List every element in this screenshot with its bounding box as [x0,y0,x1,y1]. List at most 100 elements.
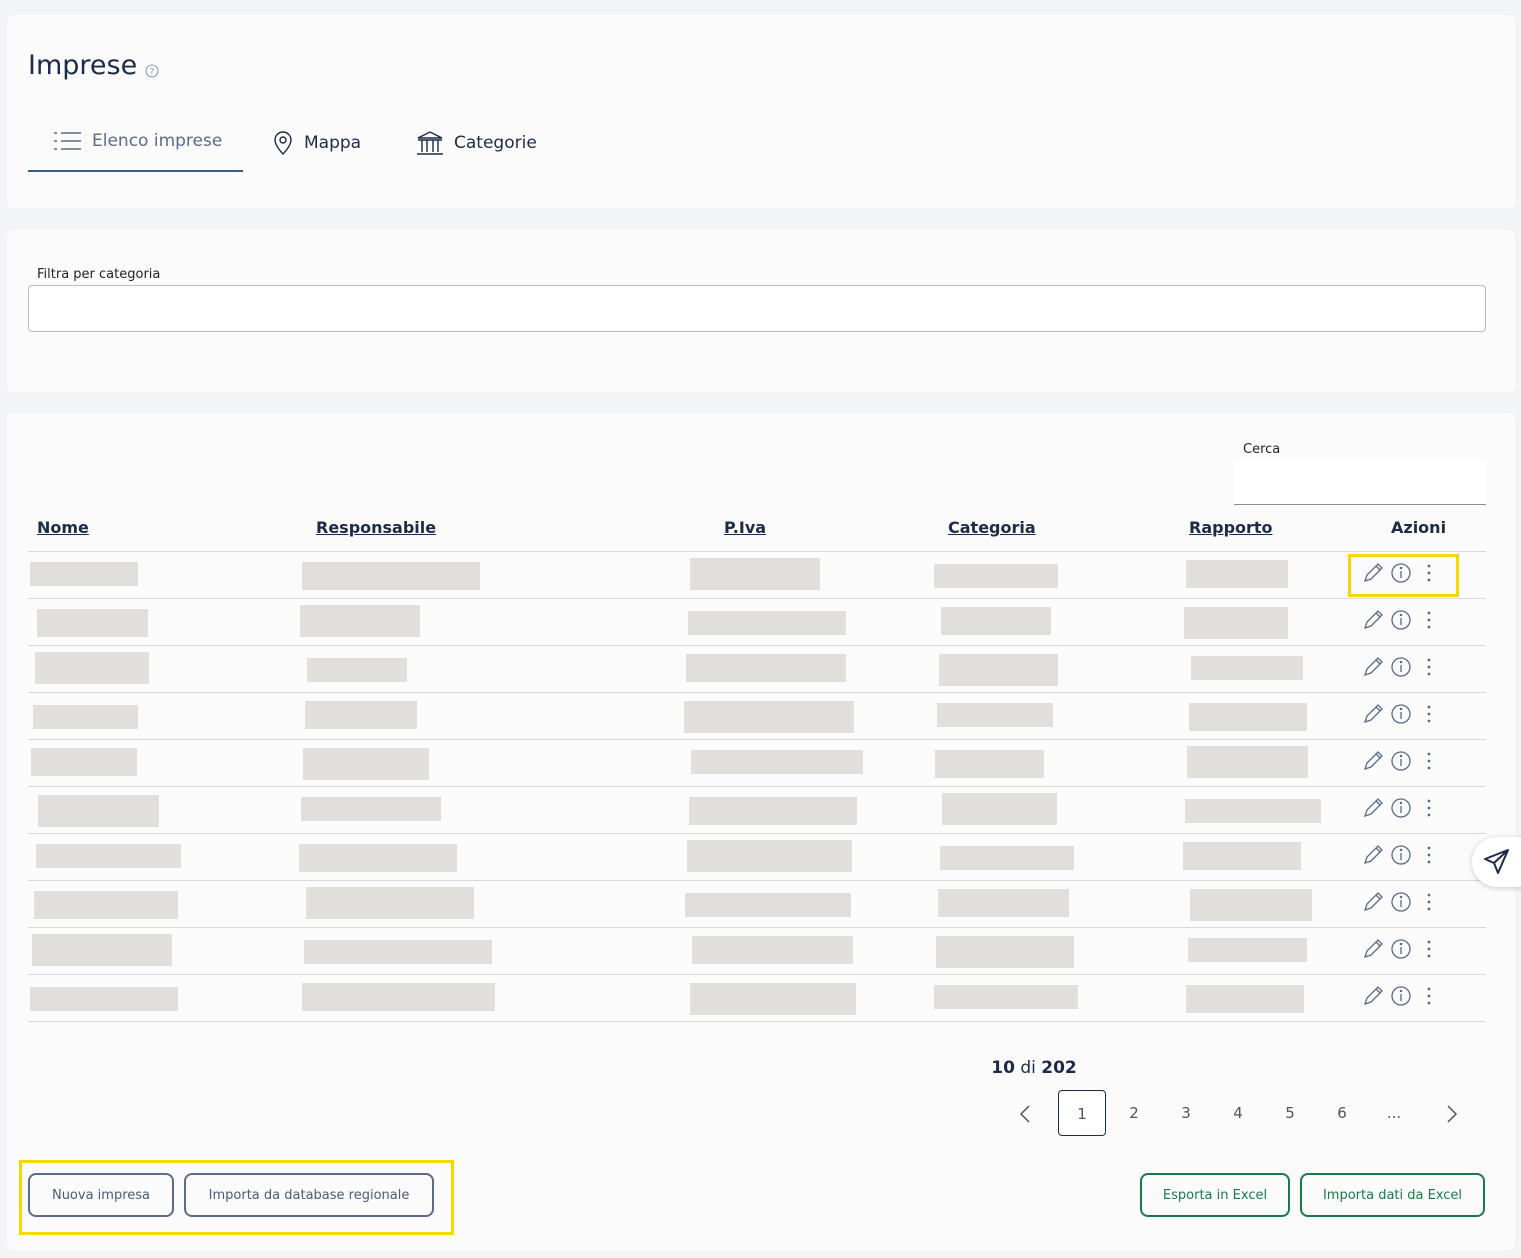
redacted-cell [935,750,1044,778]
row-actions[interactable] [1362,608,1442,632]
redacted-cell [1190,889,1312,921]
row-actions[interactable] [1362,561,1442,585]
page-link[interactable]: 6 [1337,1104,1347,1122]
column-header[interactable]: Responsabile [316,518,437,537]
redacted-cell [1184,607,1288,639]
page-link[interactable]: 2 [1129,1104,1139,1122]
redacted-cell [36,844,181,868]
redacted-cell [38,795,159,827]
tab-label: Categorie [454,133,537,153]
row-divider [28,739,1486,740]
tab[interactable]: Elenco imprese [54,130,222,152]
of: di [1020,1058,1036,1078]
redacted-cell [35,652,149,684]
header-panel [7,15,1515,208]
page-link[interactable]: ... [1386,1104,1402,1122]
row-divider [28,786,1486,787]
search-input[interactable] [1234,460,1486,505]
redacted-cell [30,562,138,586]
redacted-cell [936,936,1074,968]
redacted-cell [303,748,429,780]
redacted-cell [307,658,407,682]
row-actions[interactable] [1362,655,1442,679]
row-divider [28,598,1486,599]
redacted-cell [688,611,846,635]
help-icon[interactable]: ? [145,64,159,78]
button[interactable]: Nuova impresa [28,1173,174,1217]
filter-label: Filtra per categoria [37,267,161,282]
redacted-cell [1187,746,1308,778]
redacted-cell [32,934,172,966]
redacted-cell [940,846,1074,870]
redacted-cell [685,893,851,917]
row-divider [28,692,1486,693]
next-page[interactable] [1445,1104,1459,1124]
redacted-cell [942,793,1057,825]
redacted-cell [687,840,852,872]
highlight [19,1160,454,1235]
row-divider [28,551,1486,552]
redacted-cell [33,705,138,729]
table-panel [7,413,1515,1250]
redacted-cell [692,936,853,964]
redacted-cell [31,748,137,776]
row-divider [28,1021,1486,1022]
button[interactable]: Importa dati da Excel [1300,1173,1485,1217]
row-actions[interactable] [1362,702,1442,726]
tab-label: Mappa [304,133,362,153]
redacted-cell [689,797,857,825]
row-divider [28,880,1486,881]
page-link[interactable]: 4 [1233,1104,1243,1122]
redacted-cell [302,983,495,1011]
redacted-cell [305,701,417,729]
search-label: Cerca [1243,442,1281,457]
redacted-cell [690,983,856,1015]
row-actions[interactable] [1362,937,1442,961]
row-actions[interactable] [1362,890,1442,914]
tab[interactable]: Categorie [416,130,537,156]
column-header[interactable]: Categoria [948,518,1036,537]
row-actions[interactable] [1362,796,1442,820]
row-actions[interactable] [1362,843,1442,867]
button[interactable]: Importa da database regionale [184,1173,434,1217]
redacted-cell [34,891,178,919]
send-button[interactable] [1472,837,1521,887]
filter-input[interactable] [28,285,1486,332]
row-actions[interactable] [1362,749,1442,773]
button[interactable]: Esporta in Excel [1140,1173,1290,1217]
redacted-cell [299,844,457,872]
page-title: Imprese [28,50,138,81]
redacted-cell [306,887,474,919]
row-actions[interactable] [1362,984,1442,1008]
current-page[interactable]: 1 [1058,1090,1106,1136]
redacted-cell [1186,985,1304,1013]
page-link[interactable]: 5 [1285,1104,1295,1122]
redacted-cell [691,750,863,774]
redacted-cell [686,654,846,682]
redacted-cell [1189,703,1307,731]
redacted-cell [300,605,420,637]
svg-text:?: ? [150,68,155,78]
highlight [1348,554,1459,597]
redacted-cell [939,654,1058,686]
tab[interactable]: Mappa [272,130,361,156]
redacted-cell [941,607,1051,635]
row-divider [28,645,1486,646]
redacted-cell [302,562,480,590]
redacted-cell [938,889,1069,917]
tab-label: Elenco imprese [92,131,223,151]
total: 202 [1041,1058,1077,1078]
redacted-cell [1183,842,1301,870]
redacted-cell [37,609,148,637]
redacted-cell [934,564,1058,588]
page-link[interactable]: 3 [1181,1104,1191,1122]
column-header[interactable]: P.Iva [724,518,767,537]
column-header[interactable]: Rapporto [1189,518,1273,537]
column-header[interactable]: Nome [37,518,89,537]
prev-page[interactable] [1018,1104,1032,1124]
redacted-cell [1186,560,1288,588]
row-divider [28,927,1486,928]
tab-underline [28,170,243,172]
redacted-cell [1191,656,1303,680]
redacted-cell [934,985,1078,1009]
